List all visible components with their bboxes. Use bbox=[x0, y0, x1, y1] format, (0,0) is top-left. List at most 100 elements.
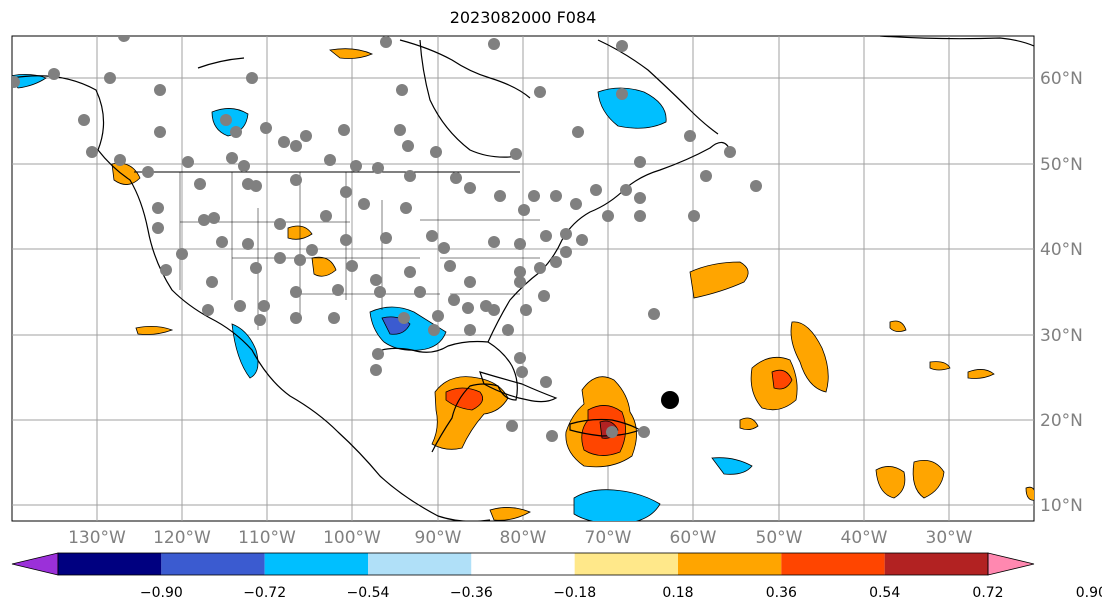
station-marker bbox=[750, 180, 762, 192]
station-marker bbox=[294, 254, 306, 266]
station-marker bbox=[414, 286, 426, 298]
colorbar-segment bbox=[264, 553, 368, 575]
station-marker bbox=[242, 238, 254, 250]
anomaly-patch bbox=[711, 457, 753, 475]
station-marker bbox=[520, 304, 532, 316]
station-marker bbox=[462, 302, 474, 314]
station-marker bbox=[78, 114, 90, 126]
station-marker bbox=[638, 426, 650, 438]
colorbar-tick-label: 0.90 bbox=[1076, 585, 1102, 601]
coastline-layer bbox=[12, 36, 1034, 521]
colorbar-tick-label: −0.90 bbox=[140, 585, 183, 601]
station-marker bbox=[290, 312, 302, 324]
colorbar bbox=[11, 552, 1035, 576]
station-marker bbox=[684, 130, 696, 142]
station-marker bbox=[634, 192, 646, 204]
station-marker bbox=[550, 190, 562, 202]
anomaly-patch bbox=[929, 361, 951, 371]
colorbar-segment bbox=[471, 553, 575, 575]
station-marker bbox=[274, 218, 286, 230]
station-marker bbox=[402, 140, 414, 152]
lon-tick-label: 90°W bbox=[415, 528, 462, 548]
station-marker bbox=[198, 214, 210, 226]
lon-tick-label: 60°W bbox=[670, 528, 717, 548]
station-marker bbox=[250, 180, 262, 192]
anomaly-patch bbox=[12, 74, 47, 89]
station-marker bbox=[118, 36, 130, 42]
station-marker bbox=[464, 182, 476, 194]
lat-tick-label: 10°N bbox=[1040, 496, 1083, 516]
station-marker bbox=[290, 286, 302, 298]
lon-tick-label: 100°W bbox=[323, 528, 381, 548]
lon-tick-label: 120°W bbox=[153, 528, 211, 548]
station-marker bbox=[380, 232, 392, 244]
station-marker bbox=[372, 162, 384, 174]
colorbar-tick-label: 0.54 bbox=[869, 585, 900, 601]
station-marker bbox=[396, 84, 408, 96]
station-marker bbox=[634, 210, 646, 222]
colorbar-tick-label: −0.72 bbox=[243, 585, 286, 601]
station-marker bbox=[220, 114, 232, 126]
lat-tick-label: 50°N bbox=[1040, 155, 1083, 175]
station-marker bbox=[464, 276, 476, 288]
station-marker bbox=[258, 300, 270, 312]
station-marker bbox=[340, 186, 352, 198]
colorbar-segment bbox=[987, 552, 1035, 576]
station-marker bbox=[616, 40, 628, 52]
anomaly-patch bbox=[573, 489, 661, 521]
station-marker bbox=[340, 234, 352, 246]
lon-tick-label: 50°W bbox=[756, 528, 803, 548]
station-marker bbox=[488, 304, 500, 316]
station-marker bbox=[216, 236, 228, 248]
station-markers bbox=[12, 36, 762, 442]
station-marker bbox=[602, 210, 614, 222]
station-marker bbox=[254, 314, 266, 326]
anomaly-patch bbox=[489, 507, 531, 521]
colorbar-segment bbox=[368, 553, 472, 575]
station-marker bbox=[114, 154, 126, 166]
lat-tick-label: 60°N bbox=[1040, 69, 1083, 89]
station-marker bbox=[516, 366, 528, 378]
station-marker bbox=[152, 202, 164, 214]
station-marker bbox=[400, 202, 412, 214]
station-marker bbox=[634, 156, 646, 168]
colorbar-segment bbox=[884, 553, 988, 575]
station-marker bbox=[620, 184, 632, 196]
station-marker bbox=[494, 190, 506, 202]
station-marker bbox=[86, 146, 98, 158]
station-marker bbox=[374, 286, 386, 298]
station-marker bbox=[206, 276, 218, 288]
station-marker bbox=[226, 152, 238, 164]
lat-tick-label: 30°N bbox=[1040, 326, 1083, 346]
anomaly-patch bbox=[889, 320, 907, 332]
anomaly-patch bbox=[875, 466, 906, 499]
station-marker bbox=[488, 38, 500, 50]
station-marker bbox=[606, 426, 618, 438]
station-marker bbox=[320, 210, 332, 222]
station-marker bbox=[432, 310, 444, 322]
lon-tick-label: 30°W bbox=[926, 528, 973, 548]
station-marker bbox=[176, 248, 188, 260]
anomaly-patch bbox=[1025, 486, 1034, 501]
station-marker bbox=[538, 290, 550, 302]
colorbar-tick-label: 0.36 bbox=[766, 585, 797, 601]
colorbar-tick-label: −0.18 bbox=[553, 585, 596, 601]
station-marker bbox=[300, 130, 312, 142]
station-marker bbox=[260, 122, 272, 134]
station-marker bbox=[234, 300, 246, 312]
station-marker bbox=[202, 304, 214, 316]
station-marker bbox=[488, 236, 500, 248]
station-marker bbox=[688, 210, 700, 222]
lat-tick-label: 40°N bbox=[1040, 240, 1083, 260]
station-marker bbox=[182, 156, 194, 168]
colorbar-segment bbox=[58, 553, 162, 575]
station-marker bbox=[438, 242, 450, 254]
colorbar-tick-label: 0.72 bbox=[972, 585, 1003, 601]
station-marker bbox=[514, 276, 526, 288]
colorbar-segment bbox=[781, 553, 885, 575]
station-marker bbox=[372, 348, 384, 360]
station-marker bbox=[230, 126, 242, 138]
station-marker bbox=[250, 262, 262, 274]
colorbar-tick-label: −0.36 bbox=[450, 585, 493, 601]
